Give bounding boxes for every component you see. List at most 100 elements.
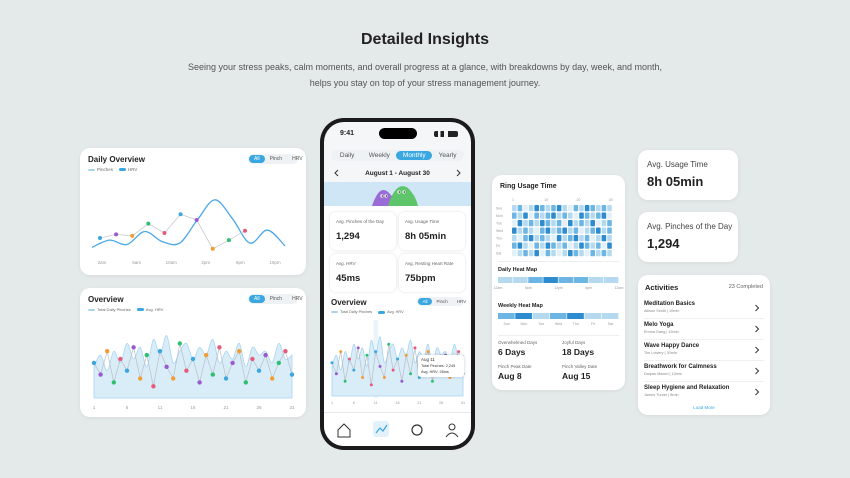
chevron[interactable]: [755, 325, 760, 333]
heat-cell: [551, 227, 556, 234]
tooltip-line: Avg. HRV: 28ms: [421, 370, 449, 374]
heat-cell: [601, 250, 607, 257]
x-tick-label: 10: [544, 198, 548, 202]
heat-cell: [588, 277, 604, 283]
heat-cell: [528, 227, 534, 234]
tab[interactable]: All: [249, 155, 265, 163]
area: [93, 335, 293, 399]
heat-cell: [567, 313, 584, 319]
stat-label: Overwhelmed Days: [498, 340, 538, 345]
legend-item: Avg. HRV: [378, 310, 404, 314]
tab-group: All Pinch HRV: [417, 297, 466, 306]
x-tick-label: 16: [190, 405, 196, 410]
card-title: Ring Usage Time: [500, 183, 557, 190]
tab[interactable]: Daily: [339, 152, 355, 159]
legend-item: HRV: [119, 167, 137, 172]
heat-cell: [551, 250, 556, 257]
heat-cell: [545, 235, 551, 242]
y-tick-label: Mon: [496, 214, 503, 218]
dot: [151, 384, 156, 389]
chevron[interactable]: [755, 346, 760, 354]
dot: [283, 349, 288, 354]
load-more[interactable]: Load More: [693, 405, 715, 410]
subtitle: Seeing your stress peaks, calm moments, …: [187, 62, 663, 72]
tab-group: All Pinch HRV: [248, 154, 303, 164]
chevron[interactable]: [456, 169, 461, 177]
x-tick-label: 26: [439, 401, 443, 405]
x-tick-label: Sat: [608, 322, 613, 326]
heat-cell: [528, 242, 534, 249]
heat-cell: [498, 313, 515, 319]
tab[interactable]: HRV: [292, 296, 303, 302]
nav-profile[interactable]: [448, 423, 456, 431]
tab[interactable]: Yearly: [438, 152, 457, 159]
activity-item[interactable]: Melo Yoga Emma Gang | 15min: [644, 320, 764, 340]
card: Avg. Pinches of the Day 1,294: [638, 212, 738, 262]
stat-box: Avg. Resting Heart Rate 75bpm: [399, 254, 465, 292]
heat-cell: [540, 212, 545, 219]
tab[interactable]: Pinch: [436, 299, 448, 304]
activity-name: Wave Happy Dance: [644, 343, 700, 349]
heat-cell: [607, 205, 612, 212]
heat-cell: [517, 212, 523, 219]
heat-cell: [590, 220, 595, 227]
stat-value: 45ms: [336, 273, 361, 284]
heat-cell: [528, 220, 534, 227]
legend-swatch: [331, 311, 338, 313]
heat-cell: [512, 212, 517, 219]
heat-cell: [607, 220, 612, 227]
activity-item[interactable]: Breathwork for Calmness Dalpan Maxed | 10…: [644, 362, 764, 382]
activity-meta: Emma Gang | 15min: [644, 330, 679, 334]
nav-settings[interactable]: [411, 424, 423, 436]
dot: [210, 246, 215, 251]
chevron[interactable]: [334, 169, 339, 177]
heat-cell: [517, 227, 523, 234]
chevron[interactable]: [755, 388, 760, 396]
tab[interactable]: Monthly: [396, 151, 433, 160]
tab[interactable]: HRV: [292, 156, 303, 162]
legend-item: Pinches: [88, 167, 113, 172]
legend-label: Pinches: [97, 167, 114, 172]
dot: [184, 368, 189, 373]
tab[interactable]: All: [249, 295, 265, 303]
dot: [194, 218, 199, 222]
heat-cell: [523, 212, 528, 219]
activity-item[interactable]: Wave Happy Dance Tim Lowery | 30min: [644, 341, 764, 361]
dot: [105, 349, 110, 354]
heat-cell: [607, 227, 612, 234]
heat-cell: [562, 235, 567, 242]
heat-cell: [573, 205, 579, 212]
heat-cell: [562, 242, 567, 249]
pupil: [385, 195, 388, 197]
chevron[interactable]: [755, 304, 760, 312]
dot: [334, 372, 338, 376]
heat-cell: [596, 205, 601, 212]
dot: [164, 364, 169, 369]
heat-cell: [590, 250, 595, 257]
dot: [387, 342, 391, 346]
dot: [426, 350, 430, 354]
activity-item[interactable]: Meditation Basics Allison Smith | 10min: [644, 299, 764, 319]
activity-meta: James Turner | 8min: [644, 393, 679, 397]
activity-item[interactable]: Sleep Hygiene and Relaxation James Turner…: [644, 383, 764, 402]
tab[interactable]: Pinch: [269, 296, 283, 302]
tab[interactable]: All: [418, 298, 433, 305]
chart-canvas: [755, 304, 760, 312]
nav-home[interactable]: [337, 423, 351, 438]
dot: [190, 356, 196, 362]
tab-group: Daily Weekly Monthly Yearly: [331, 150, 464, 161]
mascot: [388, 186, 418, 206]
heat-cell: [607, 242, 612, 249]
tab[interactable]: HRV: [456, 299, 467, 304]
dot: [339, 350, 343, 354]
nav-profile-body[interactable]: [445, 432, 459, 438]
chart-canvas: 2am 6am 10am 2pm 6pm 10pm: [91, 199, 286, 265]
nav-insights[interactable]: [375, 424, 388, 434]
chevron[interactable]: [755, 367, 760, 375]
dot: [91, 360, 97, 366]
tab[interactable]: Weekly: [368, 152, 390, 159]
heat-cell: [551, 242, 556, 249]
stat-label: Avg. Pinches of the Day: [336, 219, 384, 224]
tab[interactable]: Pinch: [269, 156, 283, 162]
card: Ring Usage Time 1 10 20 30 Sun Mon Tue Wed Thu Fri…: [492, 175, 625, 390]
